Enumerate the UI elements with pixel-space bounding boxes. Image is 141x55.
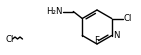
Text: Cl: Cl: [124, 14, 132, 23]
Text: F: F: [94, 36, 100, 45]
Text: H₂N: H₂N: [46, 7, 63, 16]
Text: Cl: Cl: [6, 34, 14, 44]
Text: N: N: [113, 31, 120, 40]
